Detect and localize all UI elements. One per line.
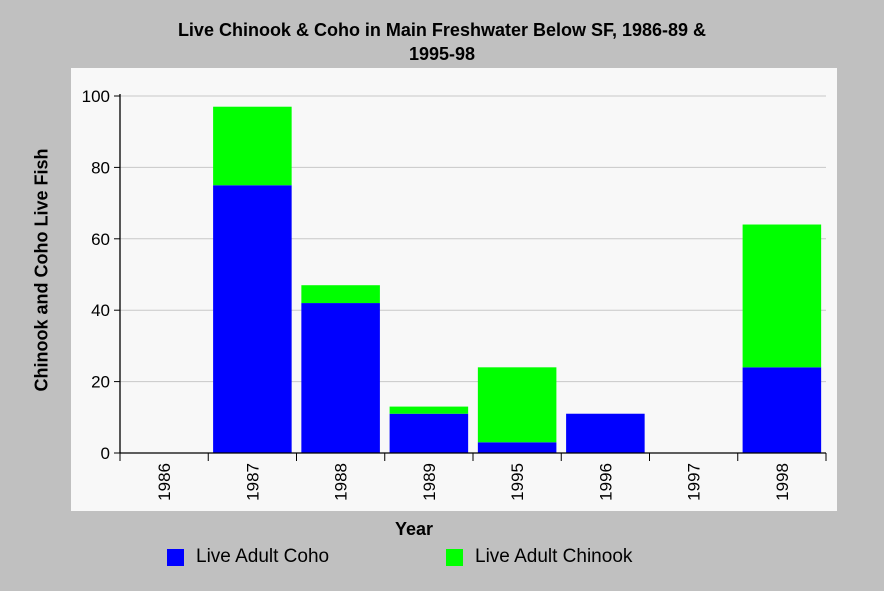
x-tick-label: 1997: [685, 463, 704, 501]
legend-swatch-coho: [167, 548, 184, 566]
chart-title-line-2: 1995-98: [408, 44, 476, 64]
y-tick-label: 20: [91, 373, 110, 392]
bar-chinook-1987: [213, 106, 292, 186]
x-tick-label: 1996: [596, 463, 615, 501]
x-axis-label: Year: [394, 519, 434, 539]
y-tick-label: 60: [91, 230, 110, 249]
bar-coho-1987: [213, 185, 292, 453]
legend-label-chinook: Live Adult Chinook: [475, 546, 633, 567]
legend-item-chinook: Live Adult Chinook: [446, 544, 632, 570]
legend-label-coho: Live Adult Coho: [196, 546, 330, 567]
bar-chinook-1989: [389, 406, 469, 414]
x-tick-label: 1998: [773, 463, 792, 501]
bar-coho-1988: [301, 303, 380, 453]
x-axis-ticks: 1986 1987 1988 1989 1995 1996 1997 1998: [119, 453, 827, 501]
bar-coho-1998: [742, 367, 822, 453]
y-tick-label: 40: [91, 301, 110, 320]
bar-coho-1995: [477, 442, 557, 453]
y-axis-ticks: 0 20 40 60 80 100: [82, 87, 120, 463]
legend-swatch-chinook: [446, 548, 463, 566]
y-tick-label: 100: [82, 87, 110, 106]
bar-coho-1989: [389, 413, 469, 453]
x-tick-label: 1988: [332, 463, 351, 501]
x-tick-label: 1986: [155, 463, 174, 501]
bar-chinook-1988: [301, 285, 380, 304]
bars: [213, 106, 822, 453]
chart-title-line-1: Live Chinook & Coho in Main Freshwater B…: [177, 20, 707, 40]
bar-chinook-1995: [477, 367, 557, 443]
y-tick-label: 80: [91, 158, 110, 177]
y-tick-label: 0: [101, 444, 110, 463]
chart-title: Live Chinook & Coho in Main Freshwater B…: [0, 18, 884, 66]
bar-chinook-1998: [742, 224, 822, 368]
x-tick-label: 1995: [508, 463, 527, 501]
bar-coho-1996: [566, 413, 645, 453]
x-tick-label: 1987: [243, 463, 262, 501]
legend-item-coho: Live Adult Coho: [167, 544, 329, 570]
y-axis-label: Chinook and Coho Live Fish: [31, 148, 52, 392]
x-tick-label: 1989: [420, 463, 439, 501]
